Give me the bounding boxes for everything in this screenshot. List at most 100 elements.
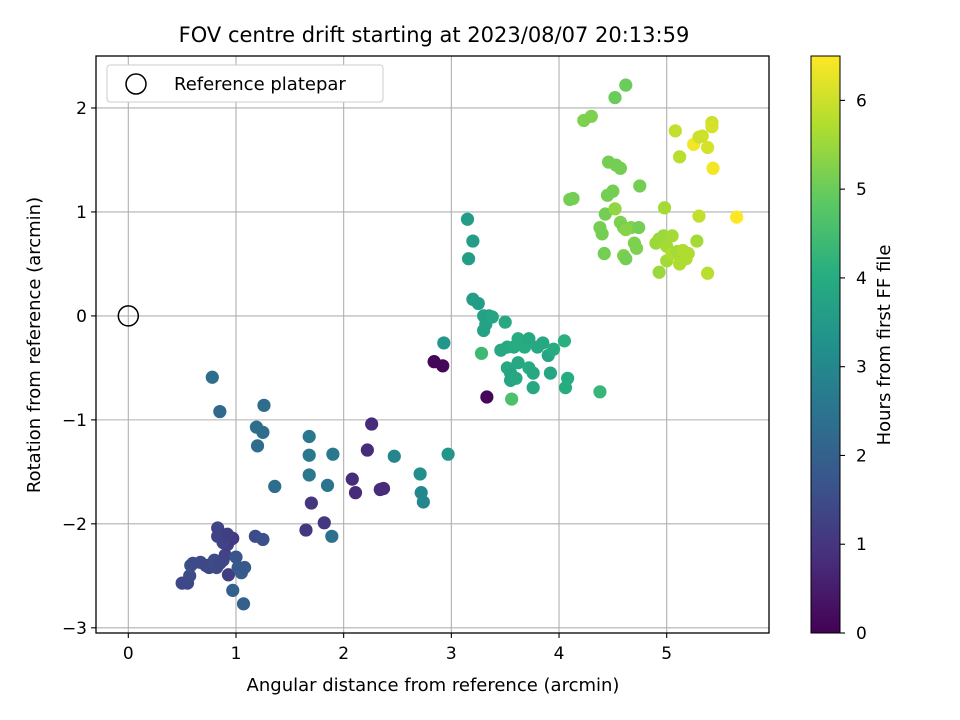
y-tick-label: −2 xyxy=(62,515,87,535)
data-point xyxy=(692,209,706,223)
data-point xyxy=(326,447,340,461)
data-point xyxy=(387,449,401,463)
colorbar-tick-label: 0 xyxy=(856,624,867,644)
data-point xyxy=(505,392,519,406)
legend-box xyxy=(106,64,384,103)
data-point xyxy=(606,184,620,198)
y-tick-label: 1 xyxy=(76,203,87,223)
data-point xyxy=(302,429,316,444)
data-point xyxy=(474,346,489,360)
x-tick-label: 5 xyxy=(661,644,672,664)
data-point xyxy=(701,140,715,155)
data-point xyxy=(526,366,540,380)
data-point xyxy=(633,179,647,193)
data-point xyxy=(511,356,525,370)
grid xyxy=(96,56,769,633)
colorbar-tick-label: 1 xyxy=(856,535,867,555)
data-point xyxy=(460,212,475,226)
data-point xyxy=(629,241,644,255)
data-point xyxy=(561,371,575,385)
colorbar-tick-label: 3 xyxy=(856,358,867,378)
legend-marker xyxy=(125,73,147,95)
data-point xyxy=(608,202,622,216)
y-axis-label: Rotation from reference (arcmin) xyxy=(24,197,45,493)
data-point xyxy=(365,417,379,431)
colorbar-label: Hours from first FF file xyxy=(874,245,895,446)
data-point xyxy=(218,548,232,562)
data-point xyxy=(183,569,197,583)
data-point xyxy=(437,336,451,350)
data-point xyxy=(652,265,666,279)
data-point xyxy=(256,532,270,547)
colorbar-tick-label: 4 xyxy=(856,269,867,289)
y-tick-label: 0 xyxy=(76,307,87,327)
data-point xyxy=(302,448,316,462)
data-point xyxy=(536,336,550,350)
y-tick-label: 2 xyxy=(76,99,87,119)
data-point xyxy=(256,425,270,439)
data-point xyxy=(613,161,628,175)
data-point xyxy=(226,583,240,597)
plot-frame xyxy=(95,55,770,634)
x-axis-label: Angular distance from reference (arcmin) xyxy=(247,675,620,696)
data-point xyxy=(441,447,455,461)
data-point xyxy=(695,129,709,143)
data-point xyxy=(320,478,335,492)
data-point xyxy=(593,385,607,399)
data-point xyxy=(221,568,236,582)
data-points xyxy=(175,78,744,611)
data-point xyxy=(213,404,227,419)
data-point xyxy=(360,443,374,457)
colorbar-tick-label: 5 xyxy=(856,180,867,200)
data-point xyxy=(597,246,611,261)
data-point xyxy=(543,366,558,380)
data-point xyxy=(522,332,536,346)
data-point xyxy=(416,495,430,509)
data-point xyxy=(619,78,633,92)
data-point xyxy=(304,496,318,510)
data-point xyxy=(730,210,744,224)
data-point xyxy=(466,234,480,248)
data-point xyxy=(598,207,612,221)
data-point xyxy=(413,467,427,481)
data-point xyxy=(632,220,646,235)
data-point xyxy=(705,120,719,134)
data-point xyxy=(608,90,622,105)
data-point xyxy=(547,342,561,356)
x-axis-ticks: 0 1 2 3 4 5 xyxy=(123,633,672,664)
y-tick-label: −3 xyxy=(62,619,87,639)
chart-title: FOV centre drift starting at 2023/08/07 … xyxy=(179,23,690,47)
data-point xyxy=(268,479,282,494)
data-point xyxy=(325,529,339,543)
data-point xyxy=(509,371,523,385)
reference-point xyxy=(117,305,140,327)
data-point xyxy=(701,266,715,280)
data-point xyxy=(668,124,682,138)
data-point xyxy=(485,310,499,324)
data-point xyxy=(376,481,391,496)
y-axis-ticks: −3 −2 −1 0 1 2 xyxy=(62,99,96,639)
data-point xyxy=(584,109,598,123)
data-point xyxy=(657,201,672,215)
data-point xyxy=(436,359,450,373)
reference-marker xyxy=(117,305,140,327)
data-point xyxy=(345,472,359,486)
data-point xyxy=(348,486,363,500)
x-tick-label: 3 xyxy=(446,644,457,664)
data-point xyxy=(250,439,265,453)
data-point xyxy=(220,527,234,541)
x-tick-label: 1 xyxy=(231,644,242,664)
data-point xyxy=(480,390,494,404)
colorbar-tick-label: 2 xyxy=(856,446,867,466)
legend: Reference platepar xyxy=(106,64,384,103)
data-point xyxy=(681,246,695,261)
data-point xyxy=(566,191,580,206)
data-point xyxy=(257,398,271,412)
data-point xyxy=(665,229,679,243)
data-point xyxy=(299,523,313,537)
data-point xyxy=(690,234,704,248)
data-point xyxy=(317,516,331,530)
data-point xyxy=(237,560,252,575)
colorbar-tick-label: 6 xyxy=(856,91,867,111)
